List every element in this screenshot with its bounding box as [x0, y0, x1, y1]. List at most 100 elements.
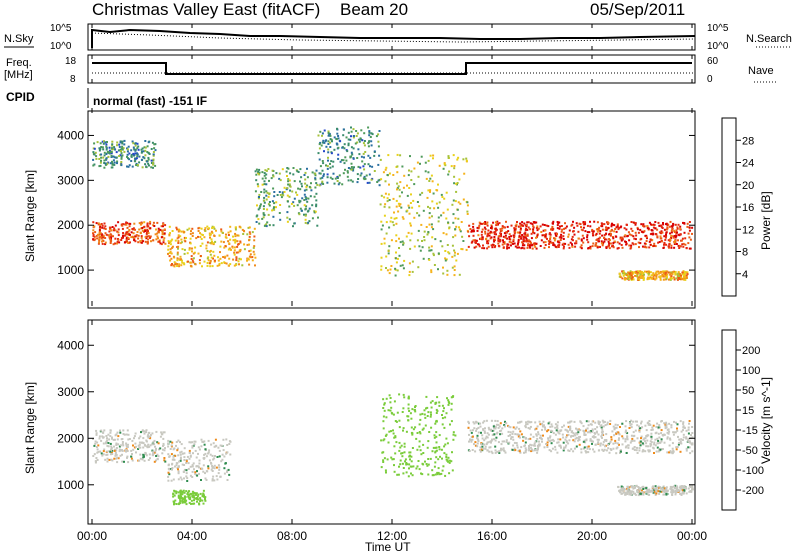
- power-cell: [671, 277, 674, 280]
- vel-cell: [519, 451, 522, 454]
- vel-cell: [563, 446, 566, 449]
- vel-cell: [427, 411, 430, 414]
- power-cell: [171, 238, 174, 241]
- vel-cell: [524, 447, 527, 450]
- power-cell: [660, 240, 663, 243]
- power-cell: [409, 239, 412, 242]
- vel-cell: [107, 445, 110, 448]
- nave-label: Nave: [748, 65, 774, 77]
- power-cell: [115, 151, 118, 154]
- vel-cell: [106, 439, 109, 442]
- power-cell: [670, 225, 673, 228]
- vel-cell: [445, 412, 448, 415]
- power-cell: [321, 141, 324, 144]
- power-cell: [307, 221, 310, 224]
- vel-cell: [433, 434, 436, 437]
- power-cell: [379, 203, 382, 206]
- power-cell: [654, 233, 657, 235]
- power-cell: [179, 235, 182, 238]
- vel-cell: [501, 427, 504, 430]
- station-title: Christmas Valley East (fitACF): [92, 0, 320, 19]
- vel-cell: [441, 414, 443, 416]
- vel-cell: [447, 460, 450, 463]
- power-cell: [218, 234, 221, 237]
- vel-cell: [410, 460, 413, 463]
- power-cell: [658, 271, 661, 274]
- power-cell: [599, 230, 602, 233]
- power-cell: [385, 232, 388, 235]
- power-cell: [568, 246, 571, 249]
- vel-cell: [114, 451, 117, 454]
- power-cell: [306, 210, 309, 213]
- power-cell: [659, 237, 662, 240]
- power-cell: [102, 235, 105, 238]
- vel-cell: [623, 488, 626, 491]
- power-cell: [248, 250, 251, 253]
- power-cell: [120, 164, 123, 167]
- vel-cell: [223, 472, 226, 475]
- power-cell: [268, 192, 271, 195]
- power-cell: [427, 189, 430, 192]
- vel-cell: [225, 438, 228, 441]
- power-cell: [422, 257, 425, 260]
- vel-cell: [597, 421, 600, 424]
- vel-cell: [675, 421, 677, 424]
- power-cell: [603, 236, 606, 239]
- power-cell: [339, 140, 342, 143]
- vel-cell: [438, 404, 441, 407]
- vel-cell: [677, 435, 679, 438]
- vel-cell: [153, 439, 156, 442]
- power-cell: [126, 148, 129, 151]
- power-cell: [494, 238, 496, 241]
- power-cell: [92, 153, 95, 155]
- vel-cell: [116, 438, 119, 441]
- power-cell: [569, 241, 572, 244]
- vel-cell: [440, 448, 443, 451]
- vel-cell: [608, 451, 611, 454]
- power-cell: [549, 240, 552, 243]
- power-cell: [367, 142, 370, 145]
- vel-cell: [488, 446, 491, 449]
- power-cell: [574, 242, 577, 245]
- power-cell: [327, 148, 330, 151]
- power-cell: [121, 154, 124, 157]
- power-cell: [558, 227, 561, 230]
- vel-cell: [226, 479, 229, 481]
- power-cell: [437, 220, 440, 223]
- vel-cell: [493, 438, 496, 441]
- vel-cell: [185, 459, 188, 461]
- vel-cell: [567, 425, 570, 428]
- power-cell: [265, 173, 268, 176]
- vel-cell: [426, 415, 429, 417]
- power-cell: [378, 154, 381, 157]
- power-cell: [290, 202, 293, 205]
- power-cell: [422, 209, 425, 212]
- vel-cell: [147, 443, 150, 446]
- power-cell: [305, 197, 308, 199]
- power-cell: [392, 224, 395, 227]
- power-cell: [672, 236, 675, 239]
- vel-cell: [554, 423, 557, 426]
- vel-cell: [102, 450, 105, 453]
- power-cell: [315, 182, 318, 185]
- power-cell: [663, 271, 666, 274]
- vel-cell: [397, 473, 400, 476]
- vel-cell: [441, 404, 444, 407]
- power-cell: [536, 229, 539, 232]
- power-cell: [121, 140, 124, 143]
- power-cell: [296, 193, 299, 196]
- vel-cell: [127, 461, 130, 464]
- power-cell: [676, 273, 679, 276]
- power-cell: [218, 264, 221, 267]
- power-cell: [564, 227, 567, 230]
- vel-cell: [516, 444, 519, 447]
- power-cell: [466, 204, 469, 207]
- vel-cell: [443, 426, 446, 429]
- power-cell: [116, 141, 119, 144]
- power-cell: [525, 238, 528, 240]
- power-cell: [234, 226, 237, 229]
- power-cell: [637, 276, 640, 279]
- vel-cell: [401, 411, 404, 413]
- vel-cell: [106, 437, 108, 440]
- power-cell: [453, 254, 456, 257]
